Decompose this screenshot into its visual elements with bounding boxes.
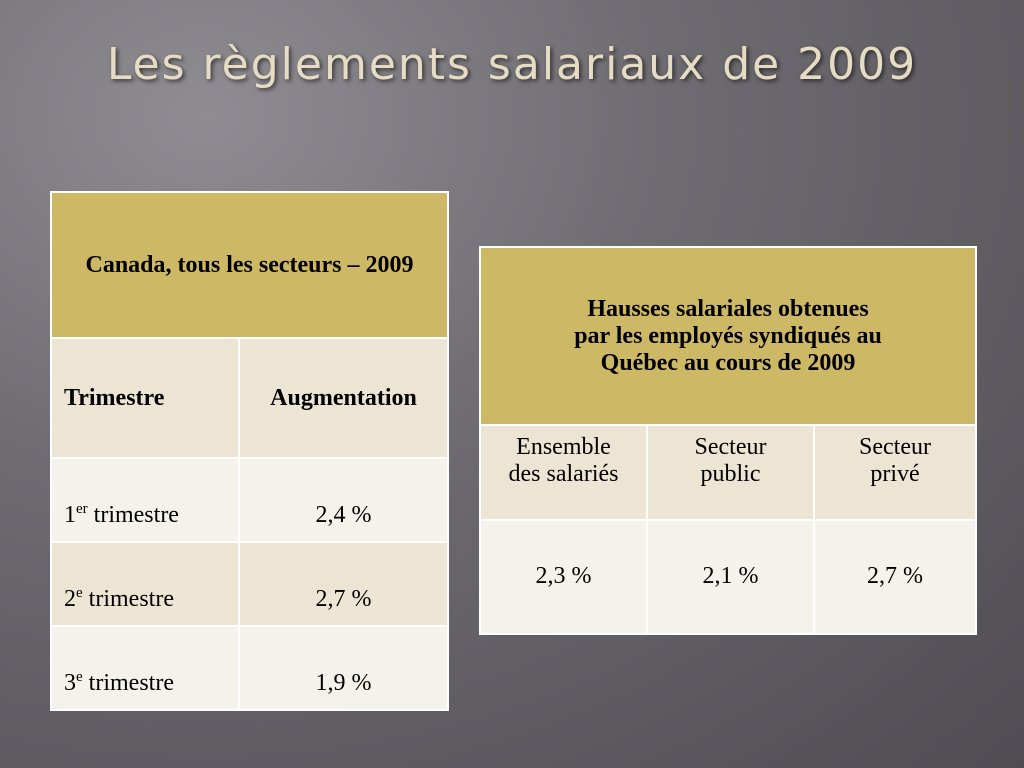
quebec-table: Hausses salariales obtenues par les empl… [479, 246, 977, 635]
quarter-label: 1er trimestre [50, 457, 240, 543]
canada-table: Canada, tous les secteurs – 2009 Trimest… [50, 191, 449, 711]
column-header-augmentation: Augmentation [238, 337, 449, 459]
table-row: 2,3 % 2,1 % 2,7 % [479, 519, 977, 635]
quarter-label: 3e trimestre [50, 625, 240, 711]
value-prive: 2,7 % [813, 519, 977, 635]
table-row: 3e trimestre 1,9 % [50, 625, 449, 711]
quarter-value: 2,4 % [238, 457, 449, 543]
quarter-value: 1,9 % [238, 625, 449, 711]
column-header-ensemble: Ensemble des salariés [479, 424, 648, 521]
slide-title: Les règlements salariaux de 2009 [106, 39, 918, 90]
table-row: 1er trimestre 2,4 % [50, 457, 449, 543]
column-header-public: Secteur public [646, 424, 815, 521]
quarter-value: 2,7 % [238, 541, 449, 627]
value-public: 2,1 % [646, 519, 815, 635]
column-header-trimestre: Trimestre [50, 337, 240, 459]
value-ensemble: 2,3 % [479, 519, 648, 635]
quebec-table-header: Hausses salariales obtenues par les empl… [479, 246, 977, 426]
column-header-prive: Secteur privé [813, 424, 977, 521]
table-row: 2e trimestre 2,7 % [50, 541, 449, 627]
quarter-label: 2e trimestre [50, 541, 240, 627]
canada-table-header: Canada, tous les secteurs – 2009 [50, 191, 449, 339]
